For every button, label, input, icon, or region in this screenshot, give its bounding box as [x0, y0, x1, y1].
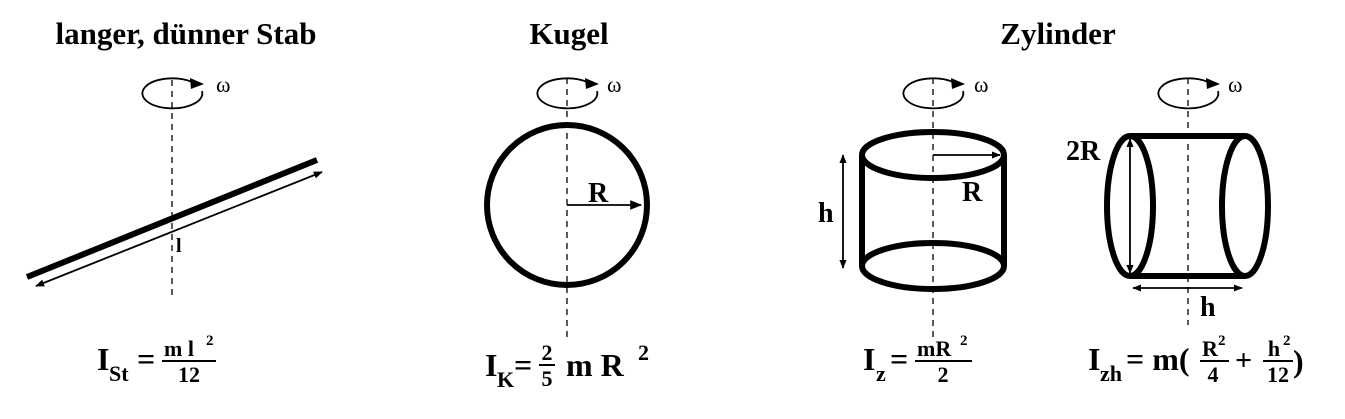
formula-hcylinder-I: I [1088, 341, 1100, 377]
formula-rod-numerator-exponent: 2 [206, 333, 214, 349]
cylinder-rotation-arrow-icon [902, 77, 965, 110]
title-cylinder: Zylinder [1000, 16, 1116, 51]
formula-hcylinder-frac1-denominator: 4 [1208, 362, 1219, 387]
formula-cylinder-numerator-exponent: 2 [960, 333, 968, 349]
horizontal-cylinder-figure: ω 2R h [1066, 72, 1271, 325]
hcylinder-rotation-arrow-icon [1157, 77, 1220, 110]
cylinder-radius-label: R [962, 177, 983, 208]
rod-figure: ω l [25, 72, 323, 300]
formula-hcylinder-frac2-exponent: 2 [1283, 333, 1291, 349]
formula-cylinder-equals: = [890, 341, 908, 377]
formula-sphere-subscript: K [497, 367, 514, 392]
sphere-omega-label: ω [607, 72, 621, 97]
formula-cylinder: I z = mR 2 2 [863, 333, 972, 387]
formula-hcylinder-frac2-numerator: h [1268, 336, 1280, 361]
hcylinder-diameter-label: 2R [1066, 136, 1101, 167]
formula-cylinder-subscript: z [876, 361, 886, 386]
rod-rotation-arrow-icon [141, 77, 204, 110]
formula-rod-numerator: m l [164, 336, 194, 361]
sphere-rotation-arrow-icon [536, 77, 599, 110]
cylinder-omega-label: ω [974, 72, 988, 97]
cylinder-height-label: h [818, 198, 834, 229]
sphere-radius-label: R [588, 178, 609, 209]
formula-hcylinder-frac1-exponent: 2 [1218, 333, 1226, 349]
hcylinder-right-ellipse [1219, 133, 1271, 279]
rod-omega-label: ω [216, 72, 230, 97]
formula-cylinder-numerator: mR [917, 336, 952, 361]
formula-hcylinder-prefix: = m( [1126, 341, 1190, 377]
formula-sphere-equals: = [514, 347, 532, 383]
formula-cylinder-I: I [863, 341, 875, 377]
hcylinder-omega-label: ω [1228, 72, 1242, 97]
formula-sphere-exponent: 2 [638, 340, 649, 365]
title-rod: langer, dünner Stab [55, 16, 316, 51]
formula-hcylinder-close: ) [1293, 343, 1304, 379]
formula-hcylinder-frac2-denominator: 12 [1267, 362, 1289, 387]
formula-sphere: I K = 2 5 m R 2 [485, 340, 649, 392]
rod-length-label: l [176, 235, 182, 257]
sphere-circle [484, 122, 650, 288]
sphere-figure: ω R [484, 72, 650, 340]
formula-cylinder-denominator: 2 [938, 362, 949, 387]
formula-rod-denominator: 12 [178, 362, 200, 387]
formula-sphere-numerator: 2 [542, 340, 553, 365]
vertical-cylinder-figure: ω R h [818, 72, 1007, 340]
formula-hcylinder-plus: + [1235, 344, 1252, 377]
formula-rod-subscript: St [109, 361, 129, 386]
formula-rod: I St = m l 2 12 [97, 333, 216, 387]
formula-hcylinder-frac1-numerator: R [1202, 336, 1219, 361]
rod-length-arrow [35, 171, 323, 287]
formula-hcylinder-subscript: zh [1100, 361, 1122, 386]
formula-hcylinder: I zh = m( R 2 4 + h 2 12 ) [1088, 333, 1304, 387]
hcylinder-length-label: h [1200, 292, 1216, 323]
formula-sphere-I: I [485, 347, 497, 383]
title-sphere: Kugel [529, 16, 609, 51]
formula-rod-equals: = [137, 341, 155, 377]
formula-rod-I: I [97, 341, 109, 377]
formula-sphere-denominator: 5 [542, 366, 553, 391]
formula-sphere-mass-radius: m R [566, 347, 625, 383]
